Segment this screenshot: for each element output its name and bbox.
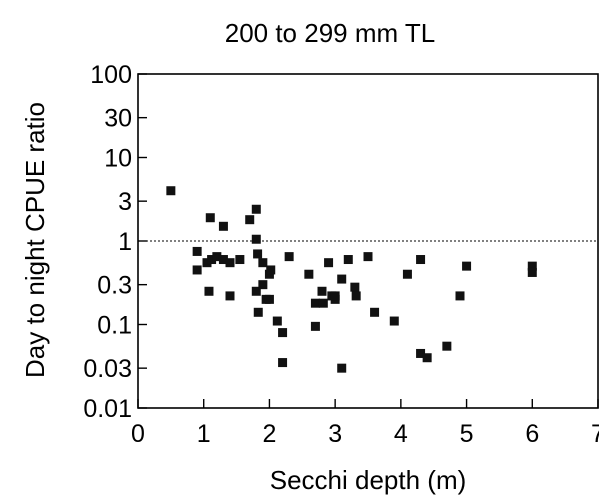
data-point <box>258 258 268 268</box>
data-point <box>318 298 328 308</box>
data-point <box>330 291 340 301</box>
data-point <box>253 307 263 317</box>
data-point <box>212 252 222 262</box>
data-point <box>251 204 261 214</box>
data-point <box>343 255 353 265</box>
x-tick-label: 5 <box>460 420 474 448</box>
data-point <box>278 358 288 368</box>
data-point <box>527 261 537 271</box>
data-point <box>462 261 472 271</box>
data-point <box>264 294 274 304</box>
data-point <box>272 316 282 326</box>
tick-group: 0 1 2 3 4 5 6 7 100 30 10 3 1 0.3 0.1 0.03 0.01 <box>83 61 599 448</box>
data-point <box>225 291 235 301</box>
data-point <box>204 286 214 296</box>
data-point <box>251 286 261 296</box>
y-tick-label: 3 <box>118 188 132 216</box>
data-point <box>258 280 268 290</box>
y-axis-label: Day to night CPUE ratio <box>20 102 50 378</box>
data-point <box>284 252 294 262</box>
x-tick-label: 2 <box>262 420 276 448</box>
data-point <box>370 307 380 317</box>
data-point <box>235 255 245 265</box>
data-point <box>225 258 235 268</box>
x-tick-label: 0 <box>131 420 145 448</box>
data-point <box>422 353 432 363</box>
data-point <box>218 255 228 265</box>
data-point <box>416 255 426 265</box>
x-axis-label: Secchi depth (m) <box>270 465 467 495</box>
data-point <box>245 215 255 225</box>
data-point <box>324 258 334 268</box>
data-point <box>350 282 360 292</box>
y-tick-label: 0.03 <box>83 355 132 383</box>
y-tick-label: 10 <box>104 145 132 173</box>
data-point <box>337 274 347 284</box>
data-point <box>192 246 202 256</box>
x-tick-label: 1 <box>197 420 211 448</box>
y-tick-label: 0.1 <box>97 312 132 340</box>
data-point <box>363 252 373 262</box>
data-point <box>310 298 320 308</box>
x-tick-label: 7 <box>591 420 599 448</box>
data-point <box>304 269 314 279</box>
data-point <box>455 291 465 301</box>
y-tick-label: 0.3 <box>97 272 132 300</box>
x-tick-label: 4 <box>394 420 408 448</box>
y-tick-label: 100 <box>90 61 132 89</box>
data-point <box>278 328 288 338</box>
data-point <box>202 258 212 268</box>
y-tick-label: 0.01 <box>83 395 132 423</box>
data-point <box>527 267 537 277</box>
data-point <box>402 269 412 279</box>
data-point <box>337 363 347 373</box>
data-point <box>253 249 263 259</box>
data-point <box>251 234 261 244</box>
data-point <box>207 255 217 265</box>
chart-title: 200 to 299 mm TL <box>225 18 436 48</box>
data-point <box>218 221 228 231</box>
y-tick-label: 30 <box>104 105 132 133</box>
x-tick-label: 6 <box>525 420 539 448</box>
y-tick-label: 1 <box>118 228 132 256</box>
data-point <box>205 213 215 223</box>
data-point <box>416 348 426 358</box>
data-point <box>310 321 320 331</box>
data-point <box>351 291 361 301</box>
data-point <box>192 265 202 275</box>
data-point <box>442 341 452 351</box>
data-point <box>317 286 327 296</box>
data-point <box>166 186 176 196</box>
x-tick-label: 3 <box>328 420 342 448</box>
data-point <box>389 316 399 326</box>
data-point <box>266 265 276 275</box>
data-points <box>166 186 537 373</box>
